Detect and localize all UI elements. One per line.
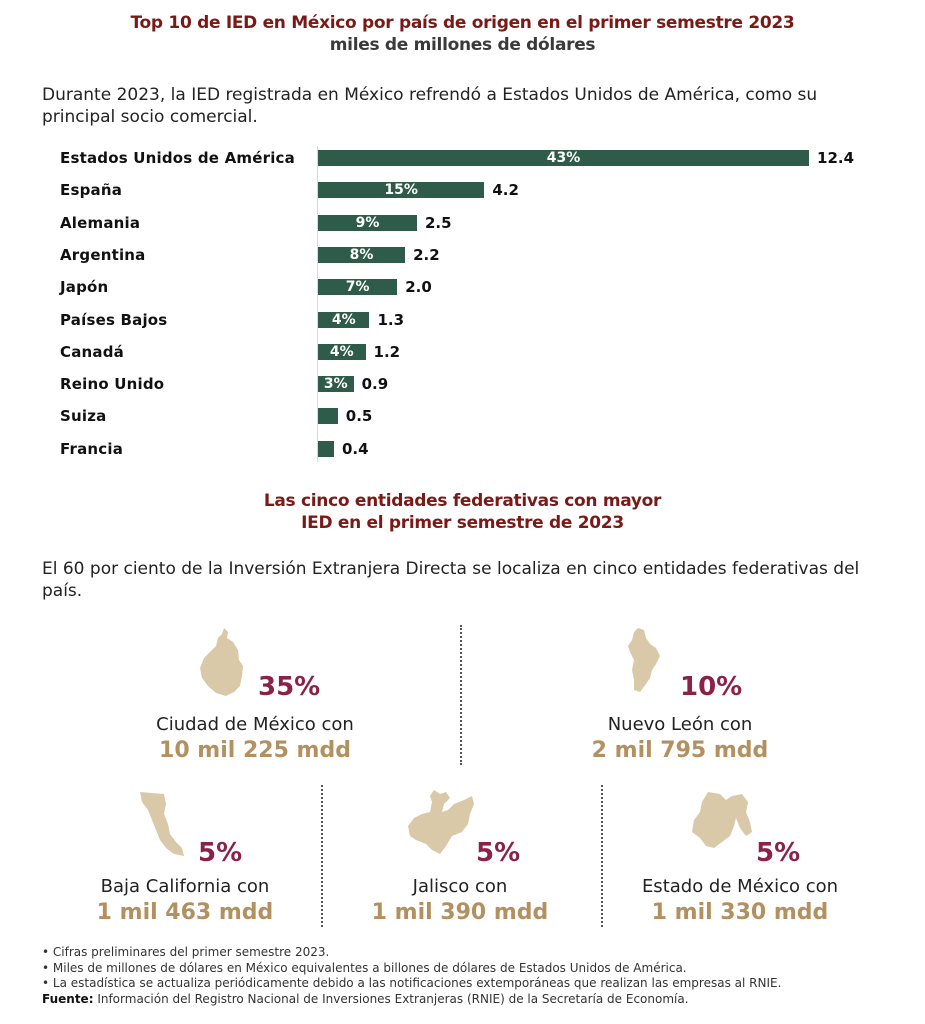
baja-california-name: Baja California con (100, 876, 270, 897)
states-title-line2: IED en el primer semestre de 2023 (301, 513, 624, 533)
states-intro-text: El 60 por ciento de la Inversión Extranj… (42, 559, 860, 601)
state-card-baja-california: 5% Baja California con 1 mil 463 mdd (80, 780, 290, 930)
bar: 4% (318, 311, 370, 328)
bar-category-label: Suiza (60, 407, 107, 426)
bar-value-label: 2.5 (425, 213, 452, 232)
chart-intro-text: Durante 2023, la IED registrada en Méxic… (42, 85, 818, 127)
bar: 4% (318, 343, 366, 360)
bar: 43% (318, 150, 810, 166)
bar-category-label: Argentina (60, 245, 146, 264)
nuevo-leon-pct: 10% (680, 672, 743, 702)
estado-de-mexico-pct: 5% (756, 838, 801, 868)
source-label: Fuente: (42, 991, 94, 1006)
states-title-line1: Las cinco entidades federativas con mayo… (263, 491, 662, 511)
chart-title-block: Top 10 de IED en México por país de orig… (0, 12, 925, 56)
baja-california-map-icon (140, 792, 184, 856)
bar: 15% (318, 182, 485, 199)
bar-value-label: 2.2 (413, 245, 440, 264)
bar-row: Alemania 9% 2.5 (0, 213, 925, 233)
estado-de-mexico-name: Estado de México con (641, 876, 839, 897)
cdmx-amount: 10 mil 225 mdd (159, 738, 351, 763)
footer-notes: • Cifras preliminares del primer semestr… (42, 945, 781, 1007)
bar-category-label: Alemania (60, 213, 141, 232)
bar: 3% (318, 376, 354, 393)
bar-category-label: Estados Unidos de América (60, 149, 295, 167)
bar-value-label: 4.2 (492, 181, 519, 200)
state-card-nuevo-leon: 10% Nuevo León con 2 mil 795 mdd (560, 620, 800, 770)
estado-de-mexico-map-icon (692, 792, 752, 848)
bar-category-label: España (60, 181, 123, 200)
bar-value-label: 1.2 (373, 342, 401, 361)
bar-chart: Estados Unidos de América 43% 12.4 España 15… (0, 140, 925, 470)
cdmx-map-icon (200, 628, 243, 696)
divider-vertical-top (460, 625, 462, 765)
bar-row: Japón 7% 2.0 (0, 277, 925, 297)
bar-value-label: 2.0 (405, 278, 432, 297)
jalisco-amount: 1 mil 390 mdd (371, 900, 549, 925)
bar-value-label: 12.4 (817, 149, 855, 167)
states-title-block: Las cinco entidades federativas con mayo… (0, 490, 925, 534)
bar-category-label: Países Bajos (60, 310, 168, 329)
divider-vertical-bottom-right (601, 785, 603, 927)
estado-de-mexico-amount: 1 mil 330 mdd (651, 900, 829, 925)
bar-value-label: 0.9 (361, 375, 389, 394)
state-card-cdmx: 35% Ciudad de México con 10 mil 225 mdd (130, 620, 380, 770)
footer-note: • Cifras preliminares del primer semestr… (42, 945, 330, 959)
bar-row: Francia 0.4 (0, 439, 925, 459)
bar: 7% (318, 279, 398, 296)
bar-value-label: 0.4 (342, 439, 369, 458)
chart-axis-line (317, 146, 318, 462)
state-card-estado-de-mexico: 5% Estado de México con 1 mil 330 mdd (620, 780, 860, 930)
jalisco-map-icon (408, 790, 474, 854)
baja-california-amount: 1 mil 463 mdd (96, 900, 274, 925)
nuevo-leon-amount: 2 mil 795 mdd (591, 738, 769, 763)
bar-value-label: 0.5 (345, 407, 373, 426)
cdmx-name: Ciudad de México con (156, 714, 354, 735)
footer-note: • La estadística se actualiza periódicam… (42, 976, 782, 990)
bar-row: Canadá 4% 1.2 (0, 342, 925, 362)
footer-source: Fuente: Información del Registro Naciona… (42, 992, 781, 1008)
bar-row: Reino Unido 3% 0.9 (0, 374, 925, 394)
bar-category-label: Canadá (60, 342, 124, 361)
bar: 9% (318, 214, 417, 231)
bar (318, 440, 334, 457)
divider-vertical-bottom-left (321, 785, 323, 927)
bar: 8% (318, 246, 406, 263)
bar-row: Países Bajos 4% 1.3 (0, 310, 925, 330)
bar-category-label: Francia (60, 439, 124, 458)
bar-row: Argentina 8% 2.2 (0, 245, 925, 265)
bar-category-label: Japón (60, 278, 109, 297)
bar-row: Estados Unidos de América 43% 12.4 (0, 148, 925, 168)
jalisco-name: Jalisco con (412, 876, 508, 897)
cdmx-pct: 35% (258, 672, 321, 702)
bar-row: Suiza 0.5 (0, 406, 925, 426)
nuevo-leon-name: Nuevo León con (607, 714, 753, 735)
bar-value-label: 1.3 (377, 310, 405, 329)
jalisco-pct: 5% (476, 838, 521, 868)
chart-title: Top 10 de IED en México por país de orig… (130, 13, 795, 33)
bar (318, 408, 338, 425)
nuevo-leon-map-icon (628, 628, 660, 692)
bar-category-label: Reino Unido (60, 375, 165, 394)
bar-row: España 15% 4.2 (0, 180, 925, 200)
baja-california-pct: 5% (198, 838, 243, 868)
state-card-jalisco: 5% Jalisco con 1 mil 390 mdd (360, 780, 560, 930)
chart-subtitle: miles de millones de dólares (329, 35, 596, 55)
footer-note: • Miles de millones de dólares en México… (42, 960, 687, 975)
source-text: Información del Registro Nacional de Inv… (93, 991, 689, 1006)
